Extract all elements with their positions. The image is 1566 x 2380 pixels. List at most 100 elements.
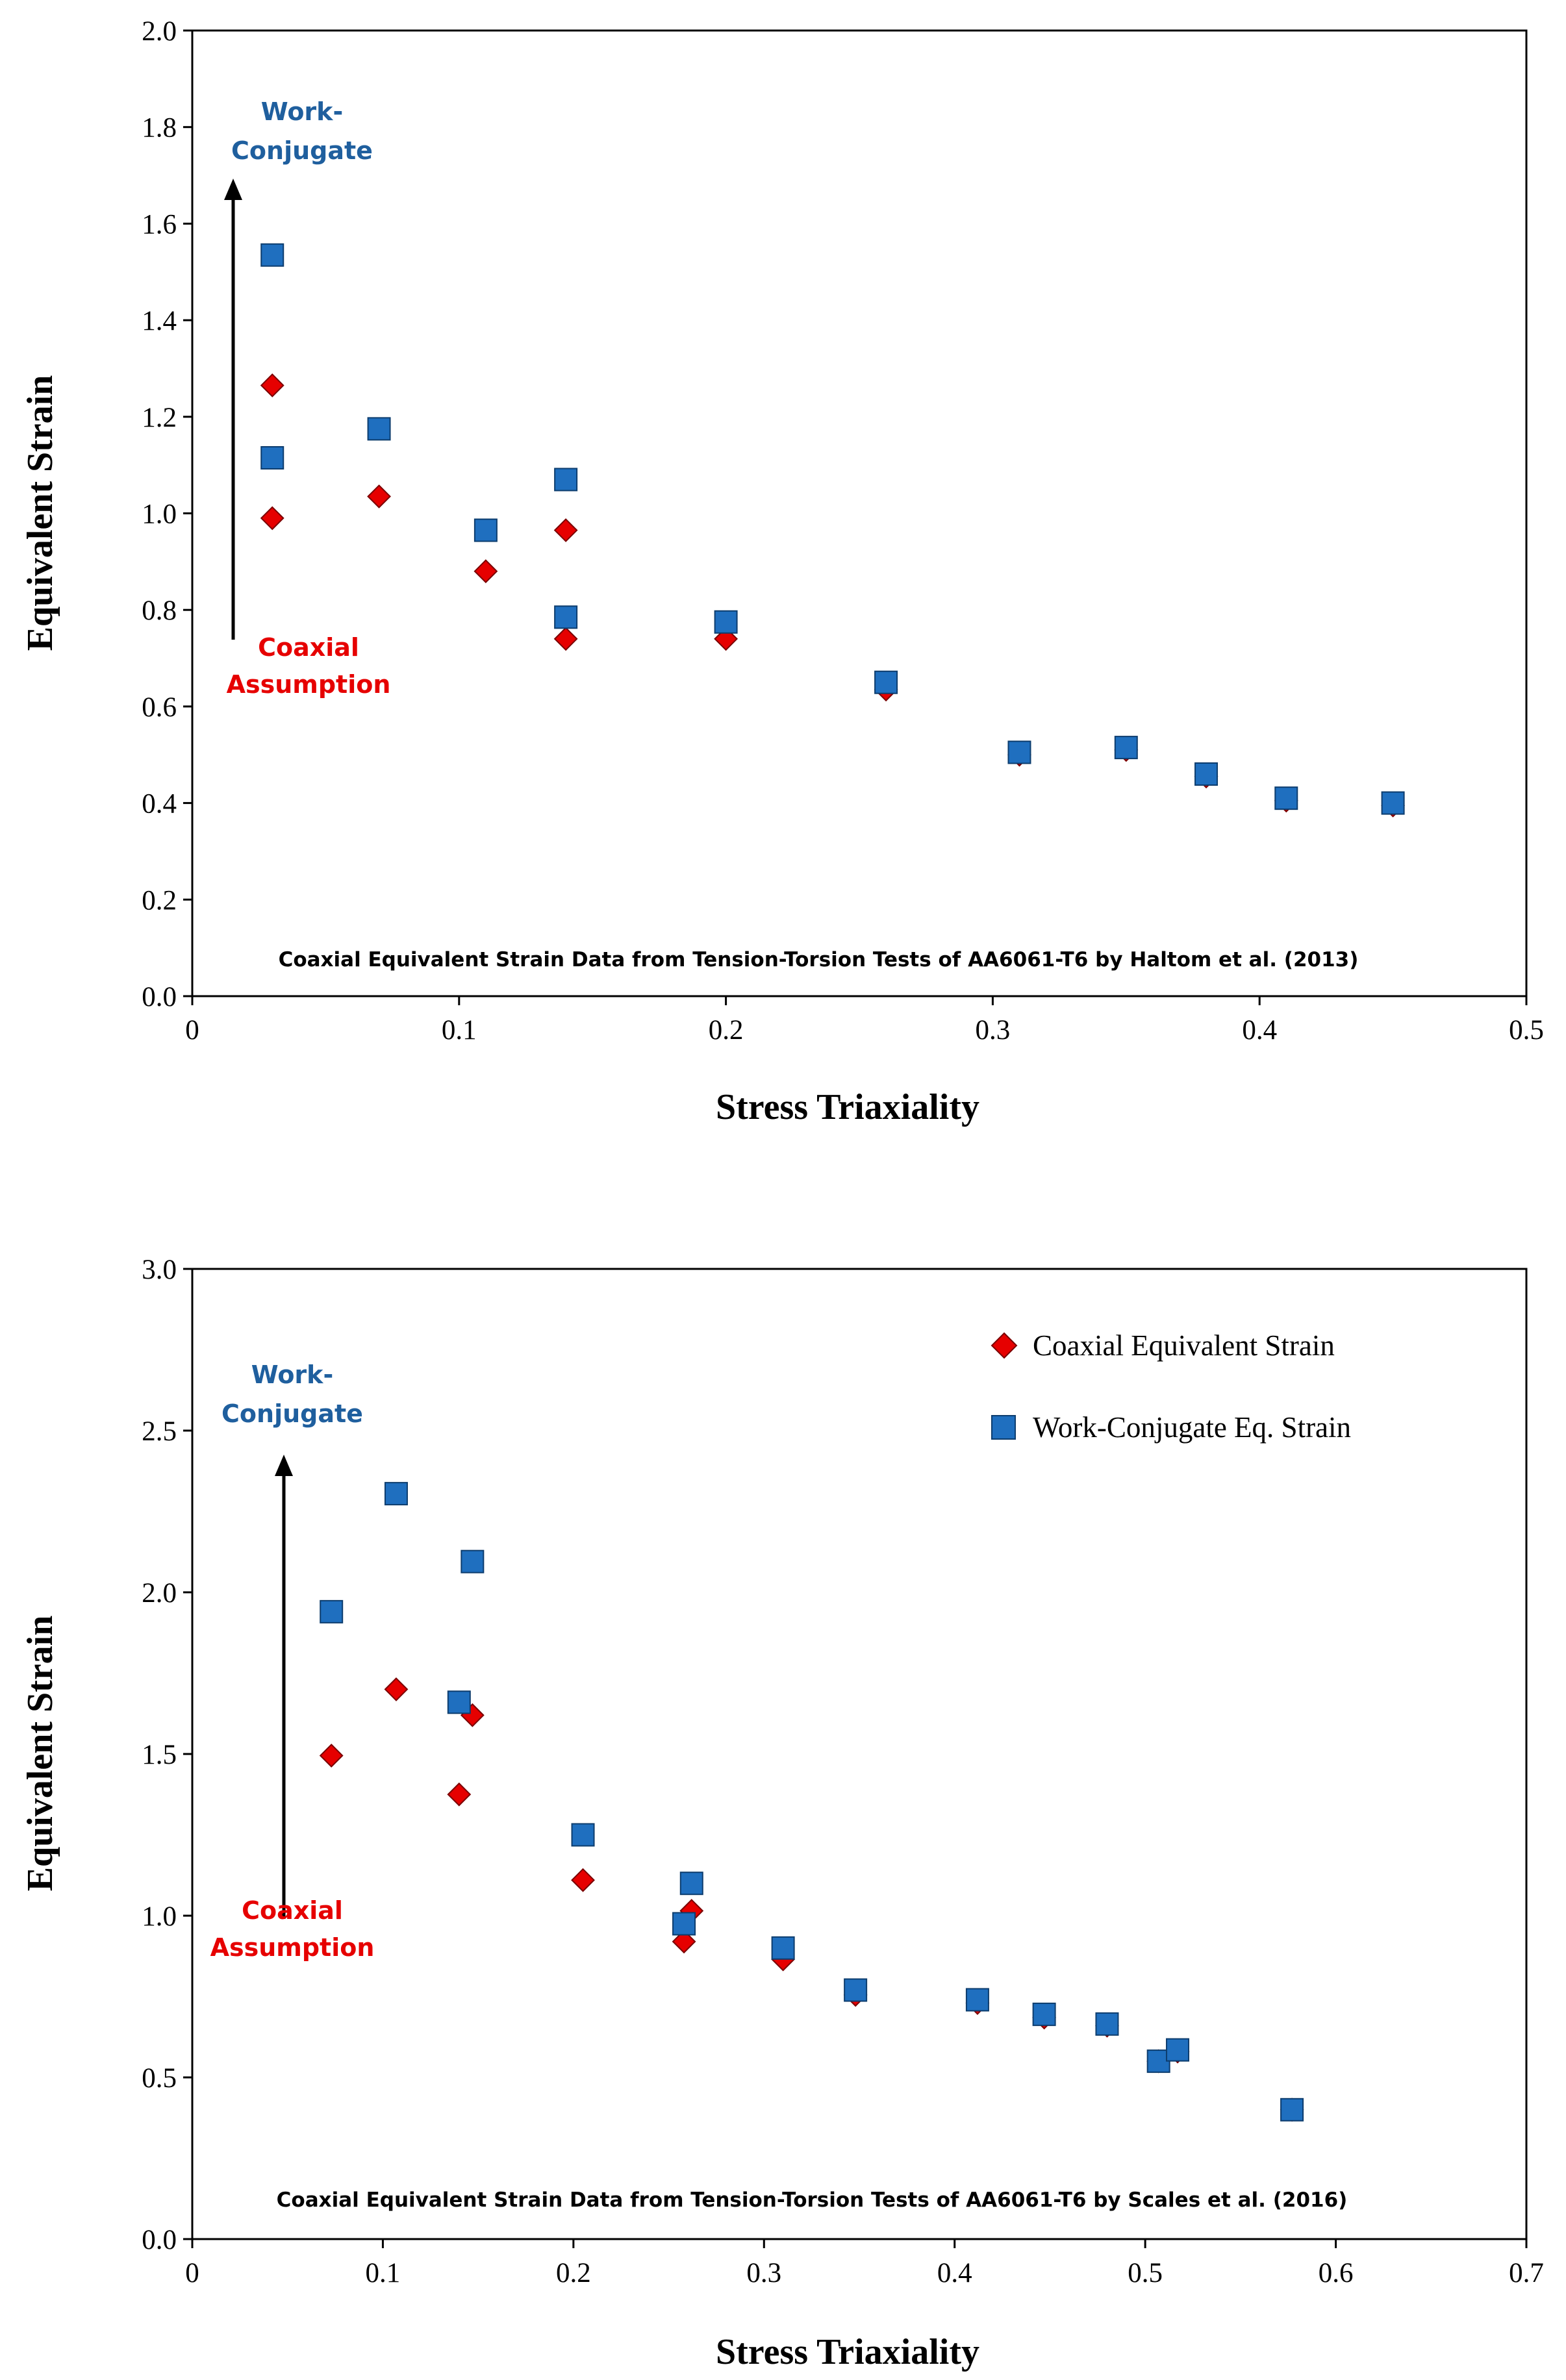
work-conjugate-point <box>1166 2038 1190 2062</box>
x-axis-ticks: 0 0.1 0.2 0.3 0.4 0.5 0.6 0.7 <box>185 2239 1544 2288</box>
y-tick-label: 1.5 <box>142 1740 177 1770</box>
y-tick-label: 1.0 <box>142 499 177 530</box>
coaxial-point <box>384 1677 409 1701</box>
legend-label-work-conjugate: Work-Conjugate Eq. Strain <box>1033 1411 1351 1444</box>
work-conjugate-point <box>461 1549 485 1573</box>
x-axis-title: Stress Triaxiality <box>716 2332 979 2372</box>
x-tick-label: 0.1 <box>442 1015 477 1046</box>
coaxial-point <box>553 518 578 542</box>
arrow-head <box>224 179 242 200</box>
plot-area-frame <box>191 1268 1528 2240</box>
work-conjugate-point <box>554 605 578 629</box>
work-conjugate-point <box>320 1599 344 1623</box>
y-tick-label: 2.0 <box>142 16 177 47</box>
coaxial-point <box>319 1744 344 1768</box>
x-tick-label: 0.4 <box>937 2258 972 2288</box>
work-conjugate-point <box>965 1988 989 2012</box>
x-tick-label: 0.2 <box>556 2258 591 2288</box>
work-conjugate-point <box>474 518 498 542</box>
legend-label-coaxial: Coaxial Equivalent Strain <box>1033 1329 1335 1362</box>
x-tick-label: 0.3 <box>976 1015 1011 1046</box>
y-tick-label: 2.5 <box>142 1416 177 1447</box>
coaxial-point <box>260 373 284 397</box>
coaxial-point <box>260 506 284 531</box>
work-conjugate-point <box>714 610 738 634</box>
coaxial-point <box>367 484 391 508</box>
work-conjugate-point <box>367 417 391 441</box>
coaxial-point <box>553 627 578 651</box>
annotation-coaxial: Assumption <box>210 1933 375 1962</box>
x-tick-label: 0 <box>185 1015 199 1046</box>
coaxial-point <box>474 559 498 584</box>
work-conjugate-point <box>571 1823 595 1847</box>
y-tick-label: 3.0 <box>142 1255 177 1285</box>
x-axis-title: Stress Triaxiality <box>716 1087 979 1127</box>
y-tick-label: 0.6 <box>142 692 177 723</box>
annotation-work-conjugate: Work- <box>261 97 343 126</box>
work-conjugate-point <box>1274 786 1298 810</box>
y-tick-label: 1.0 <box>142 1901 177 1932</box>
y-axis-ticks: 0.0 0.5 1.0 1.5 2.0 2.5 3.0 <box>142 1255 192 2255</box>
x-tick-label: 0.5 <box>1128 2258 1163 2288</box>
work-conjugate-point <box>1146 2049 1170 2073</box>
coaxial-point <box>447 1782 472 1807</box>
work-conjugate-point <box>260 445 284 470</box>
work-conjugate-point <box>447 1690 471 1714</box>
x-axis-ticks: 0 0.1 0.2 0.3 0.4 0.5 <box>185 996 1544 1046</box>
work-conjugate-point <box>679 1872 703 1896</box>
x-tick-label: 0.5 <box>1509 1015 1544 1046</box>
legend-marker-coaxial <box>991 1332 1018 1359</box>
y-tick-label: 0.2 <box>142 885 177 916</box>
x-tick-label: 0.3 <box>746 2258 781 2288</box>
data-marks <box>319 1482 1304 2122</box>
data-marks <box>260 243 1406 818</box>
work-conjugate-point <box>771 1936 795 1960</box>
annotation-work-conjugate: Conjugate <box>231 136 373 165</box>
work-conjugate-point <box>1280 2098 1304 2122</box>
data-source-note: Coaxial Equivalent Strain Data from Tens… <box>277 2188 1348 2212</box>
chart-top: 0.0 0.2 0.4 0.6 0.8 1.0 1.2 1.4 1.6 1.8 2.0 0 0.1 0.… <box>20 16 1544 1127</box>
y-tick-label: 1.8 <box>142 113 177 144</box>
work-conjugate-point <box>384 1482 408 1506</box>
x-tick-label: 0.2 <box>709 1015 744 1046</box>
legend: Coaxial Equivalent Strain Work-Conjugate… <box>991 1329 1351 1444</box>
y-tick-label: 0.0 <box>142 2225 177 2255</box>
y-tick-label: 0.5 <box>142 2063 177 2094</box>
x-tick-label: 0 <box>185 2258 199 2288</box>
work-conjugate-point <box>1381 791 1405 815</box>
annotation-coaxial: Assumption <box>227 670 391 699</box>
work-conjugate-point <box>844 1978 868 2002</box>
coaxial-point <box>571 1868 595 1892</box>
y-tick-label: 0.4 <box>142 789 177 820</box>
y-axis-title: Equivalent Strain <box>20 375 60 651</box>
x-tick-label: 0.1 <box>366 2258 401 2288</box>
x-tick-label: 0.4 <box>1242 1015 1277 1046</box>
annotation-coaxial: Coaxial <box>242 1896 343 1925</box>
y-tick-label: 1.4 <box>142 306 177 336</box>
x-tick-label: 0.7 <box>1509 2258 1544 2288</box>
coaxial-point <box>672 1929 696 1954</box>
work-conjugate-point <box>1194 762 1219 786</box>
legend-marker-work-conjugate <box>991 1415 1016 1440</box>
work-conjugate-point <box>554 468 578 492</box>
annotation-coaxial: Coaxial <box>258 633 359 662</box>
plot-area-frame <box>191 29 1528 997</box>
y-tick-label: 1.6 <box>142 209 177 240</box>
annotation-work-conjugate: Conjugate <box>221 1399 363 1428</box>
chart-bottom: 0.00.51.01.52.02.53.0 0 0.1 0.2 0.3 0.4 0.5 0.… <box>20 1255 1544 2372</box>
work-conjugate-point <box>1032 2002 1056 2026</box>
y-axis-title: Equivalent Strain <box>20 1616 60 1892</box>
annotation-work-conjugate: Work- <box>251 1360 333 1389</box>
work-conjugate-point <box>1007 740 1031 764</box>
y-tick-label: 2.0 <box>142 1578 177 1609</box>
work-conjugate-point <box>672 1912 696 1936</box>
y-axis-ticks: 0.0 0.2 0.4 0.6 0.8 1.0 1.2 1.4 1.6 1.8 2.0 <box>142 16 192 1012</box>
y-tick-label: 0.0 <box>142 982 177 1012</box>
data-source-note: Coaxial Equivalent Strain Data from Tens… <box>279 948 1359 971</box>
work-conjugate-point <box>1114 736 1138 760</box>
work-conjugate-point <box>1095 2012 1119 2036</box>
y-tick-label: 0.8 <box>142 595 177 626</box>
work-conjugate-point <box>874 670 898 694</box>
x-tick-label: 0.6 <box>1319 2258 1354 2288</box>
